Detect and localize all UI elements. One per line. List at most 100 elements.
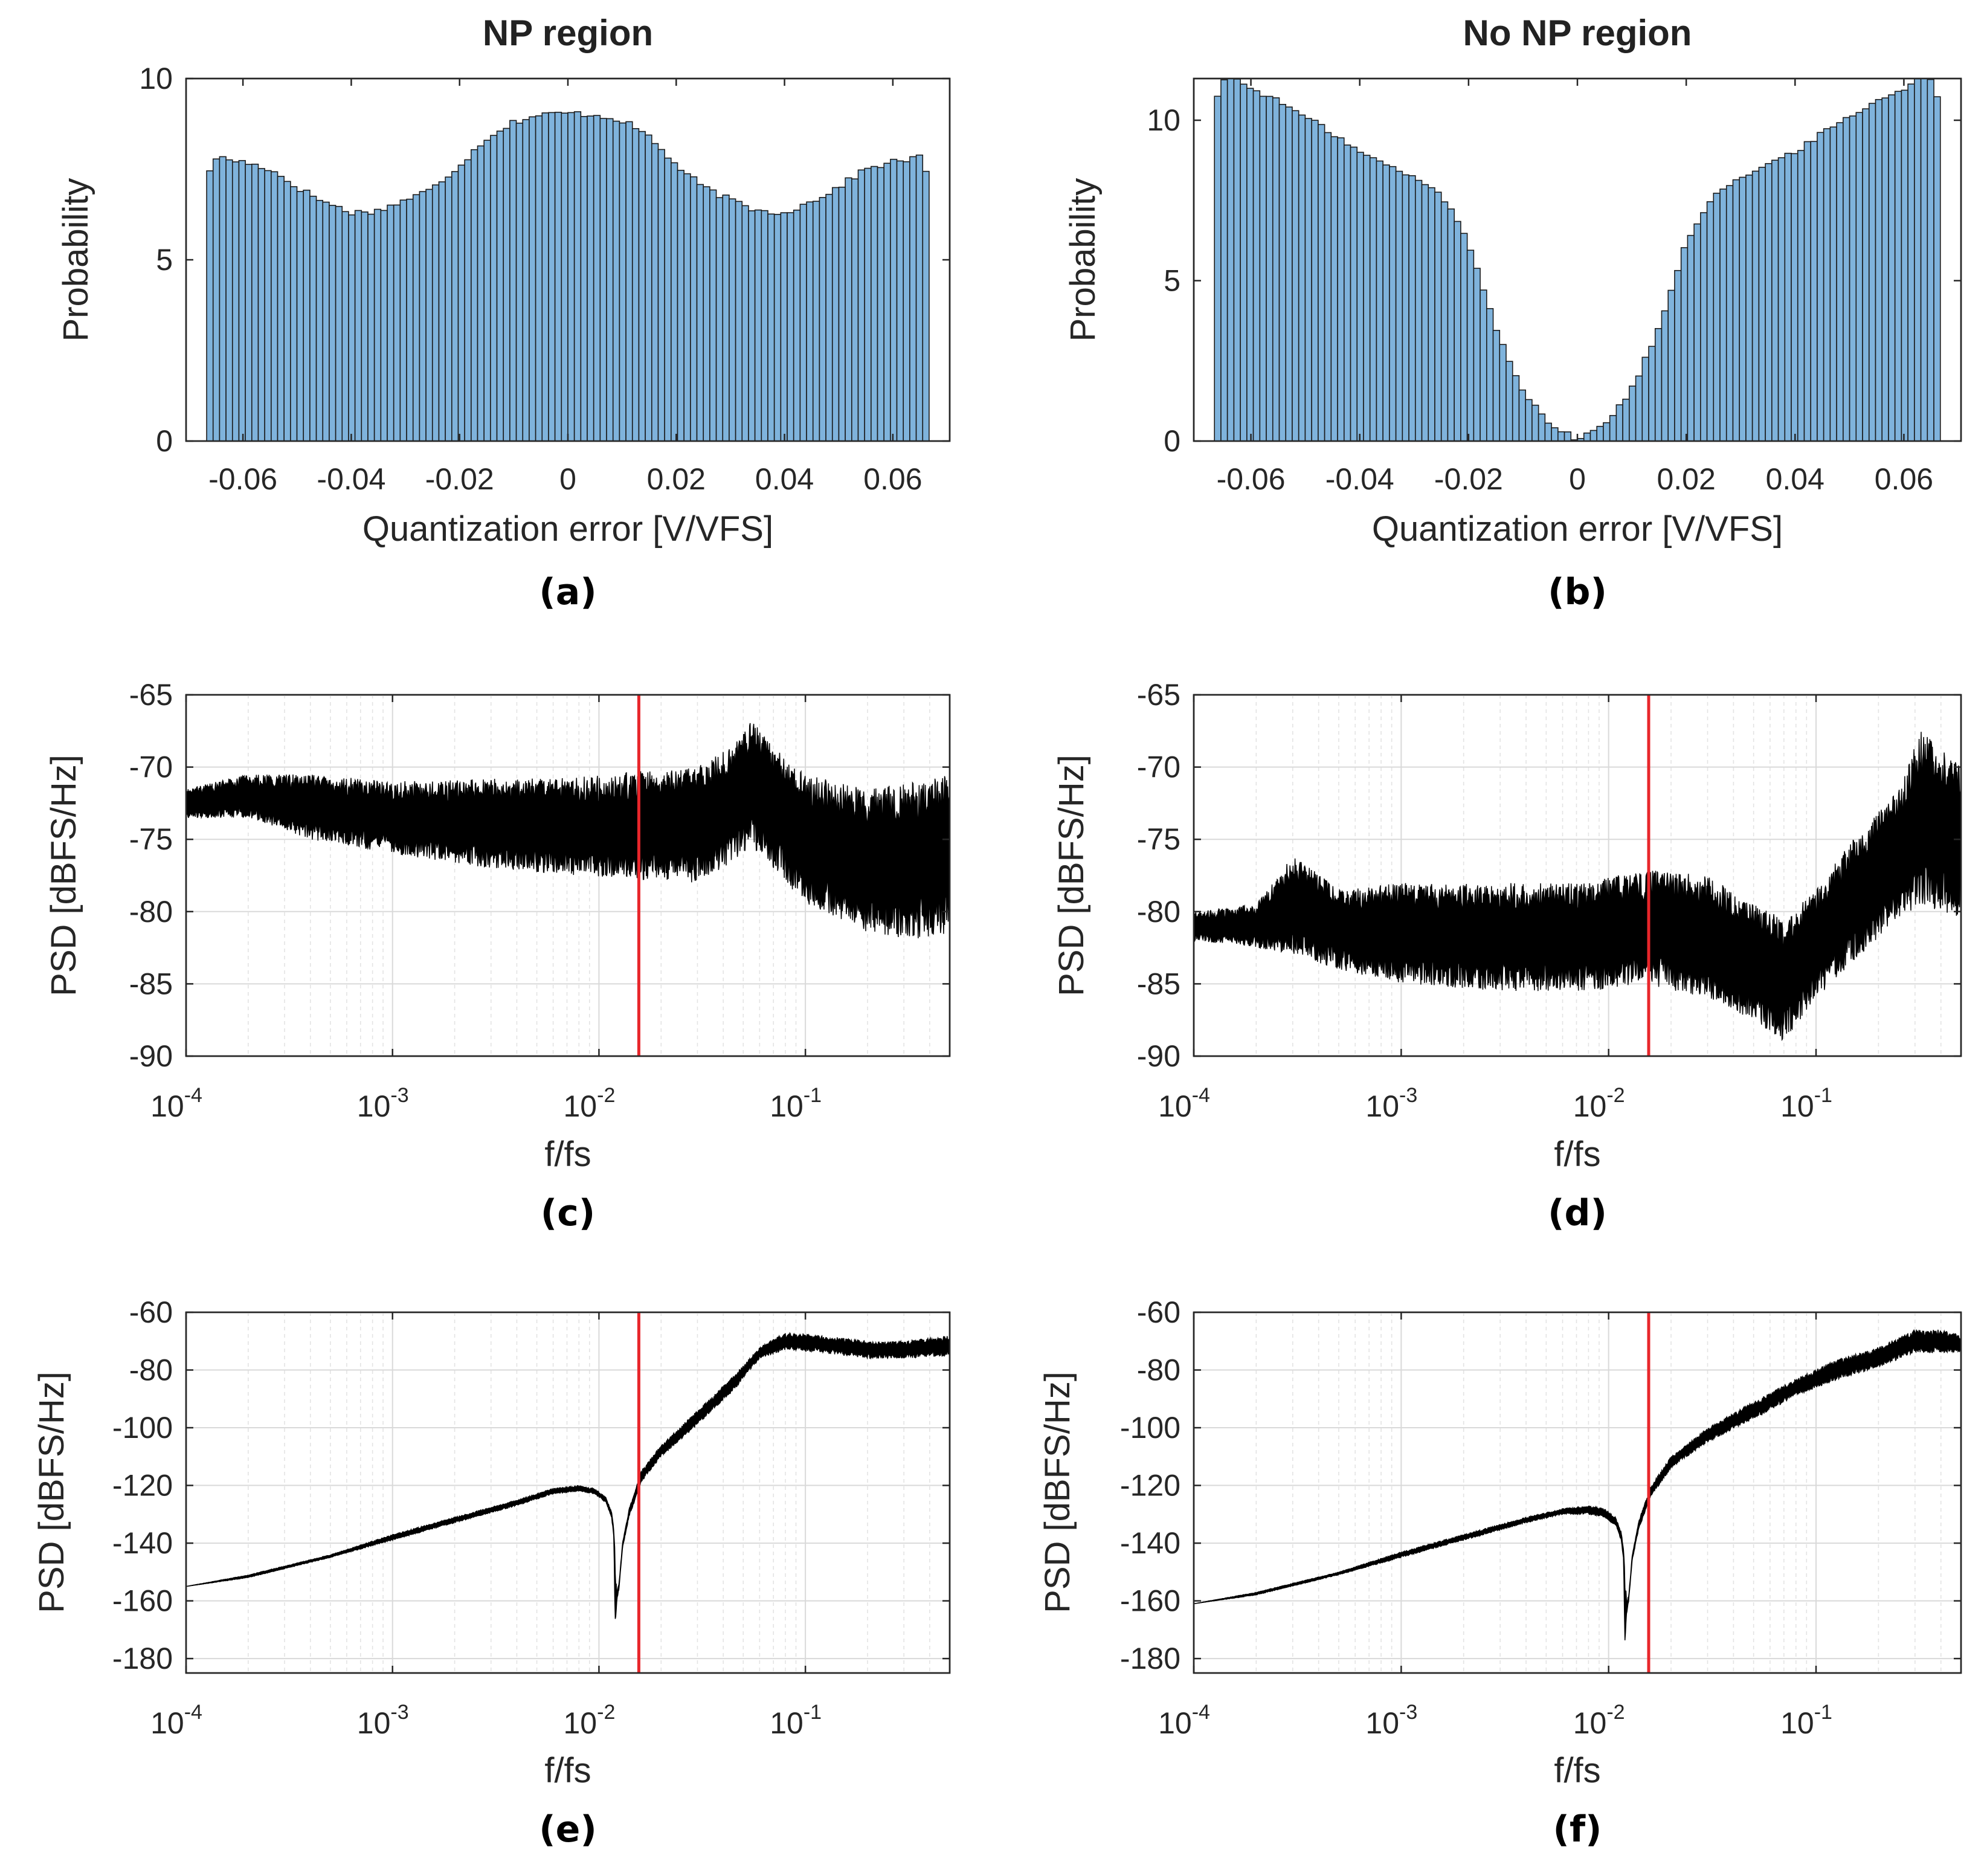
histogram-bar: [573, 111, 582, 442]
histogram-bar: [664, 157, 672, 442]
ticks: 10-4 10-3 10-2 10-1 -180 -160 -140 -120 -100 -80 -…: [112, 1295, 950, 1740]
histogram-bar: [535, 115, 543, 442]
histogram-bar: [1751, 170, 1760, 442]
histogram-bar: [1454, 221, 1461, 442]
histogram-bar: [438, 181, 446, 442]
histogram-bar: [1817, 132, 1824, 442]
chart-a-np-region-histogram: -0.06 -0.04 -0.02 0 0.02 0.04 0.06 0 5 10 NP regio…: [56, 13, 951, 613]
histogram-bar: [296, 191, 304, 442]
histogram-bar: [671, 162, 678, 442]
y-tick-label: -90: [129, 1039, 173, 1073]
x-tick-label: 10-4: [150, 1701, 202, 1740]
histogram-bar: [761, 210, 768, 442]
histogram-bar: [419, 191, 427, 442]
histogram-bar: [1635, 375, 1643, 442]
histogram-bar: [1337, 137, 1345, 442]
histogram-bar: [1583, 432, 1591, 442]
histogram-bar: [367, 213, 375, 442]
histogram-bar: [871, 166, 878, 442]
histogram-bar: [271, 171, 279, 442]
histogram-bar: [1466, 250, 1475, 442]
y-tick-label: 5: [1164, 264, 1180, 298]
panel-caption: (b): [1548, 571, 1607, 613]
histogram-bar: [677, 170, 684, 442]
x-axis-label: f/fs: [1554, 1751, 1600, 1790]
histogram-bar: [322, 201, 330, 442]
y-tick-label: -70: [129, 750, 173, 784]
histogram-bar: [1732, 179, 1741, 442]
histogram-bar: [812, 201, 820, 442]
histogram-bar: [625, 121, 633, 442]
y-tick-label: -140: [112, 1526, 173, 1560]
histogram-bar: [1233, 79, 1241, 442]
histogram-bar: [283, 181, 291, 442]
histogram-bar: [238, 160, 246, 442]
histogram-bar: [1544, 422, 1552, 442]
histogram-bar: [567, 112, 575, 442]
histogram-bar: [1278, 104, 1287, 442]
y-axis-label: PSD [dBFS/Hz]: [32, 1372, 71, 1613]
y-axis-label: PSD [dBFS/Hz]: [1038, 1372, 1077, 1613]
histogram-bar: [1603, 422, 1611, 442]
histogram-bar: [729, 198, 736, 442]
histogram-bar: [361, 211, 369, 442]
y-tick-label: -60: [129, 1295, 173, 1329]
histogram-bar: [864, 167, 872, 442]
histogram-bar: [212, 158, 221, 442]
ticks: -0.06 -0.04 -0.02 0 0.02 0.04 0.06 0 5 10: [139, 62, 950, 496]
plot-area: [185, 1311, 951, 1674]
histogram-bar: [709, 189, 717, 442]
y-axis-label: Probability: [1063, 178, 1103, 342]
histogram-bar: [593, 115, 601, 442]
histogram-bar: [715, 197, 724, 442]
histogram-bar: [354, 210, 362, 442]
histogram-bar: [1803, 141, 1812, 442]
histogram-bar: [1674, 269, 1682, 442]
x-tick-label: -0.02: [425, 462, 494, 496]
histogram-bar: [825, 193, 833, 442]
y-axis-label: PSD [dBFS/Hz]: [44, 755, 83, 996]
y-axis-label: PSD [dBFS/Hz]: [1052, 755, 1091, 996]
histogram-bar: [1927, 79, 1934, 442]
histogram-bar: [1311, 120, 1319, 442]
histogram-bar: [1226, 78, 1235, 442]
histogram-bar: [231, 161, 240, 442]
histogram-bar: [1881, 97, 1889, 442]
panel-caption: (f): [1553, 1808, 1602, 1851]
histogram-bar: [1622, 398, 1630, 442]
histogram-bar: [890, 158, 898, 442]
histogram-bar: [1214, 95, 1222, 442]
histogram-bar: [1298, 114, 1306, 442]
y-tick-label: -120: [1120, 1469, 1180, 1503]
histogram-bar: [451, 171, 459, 442]
histogram-bar: [741, 205, 749, 442]
histogram-bar: [1525, 399, 1533, 442]
histogram-bar: [1402, 174, 1409, 442]
histogram-bar: [1777, 157, 1786, 442]
histogram-bar: [503, 127, 510, 442]
histogram-bar: [1447, 208, 1455, 442]
histogram-bar: [683, 173, 691, 442]
chart-c-psd-np-region: 10-4 10-3 10-2 10-1 -90 -85 -80 -75 -70 -65 f/fs PS…: [44, 678, 951, 1234]
histogram-bar: [1888, 94, 1896, 442]
histogram-bar: [1933, 96, 1941, 442]
histogram-bar: [399, 199, 407, 442]
panel-caption: (a): [539, 571, 596, 613]
histogram-bar: [1629, 385, 1637, 442]
y-tick-label: -100: [1120, 1411, 1180, 1445]
y-axis-label: Probability: [56, 178, 95, 342]
histogram-bar: [845, 177, 852, 442]
histogram-bar: [1318, 124, 1325, 442]
histogram-bar: [335, 205, 343, 442]
y-tick-label: -100: [112, 1411, 173, 1445]
histogram-bar: [554, 111, 562, 442]
histogram-bar: [857, 169, 865, 442]
histogram-bar: [1855, 112, 1863, 442]
axes-box: [185, 694, 951, 1057]
y-tick-label: -85: [129, 967, 173, 1001]
x-tick-label: 10-2: [564, 1084, 616, 1123]
histogram-bar: [1739, 176, 1747, 442]
histogram-bar: [561, 112, 568, 442]
histogram-bar: [1687, 234, 1695, 442]
histogram-bar: [1492, 329, 1501, 442]
